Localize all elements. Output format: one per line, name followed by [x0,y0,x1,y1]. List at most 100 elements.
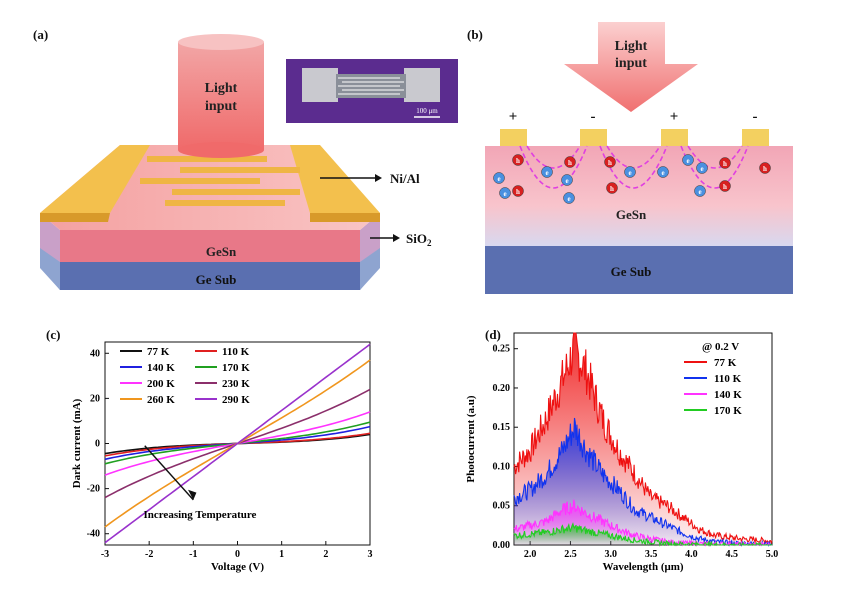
carrier-symbol-15: h [723,183,727,191]
gesn-layer [60,230,360,262]
scale-bar-label: 100 μm [416,107,438,115]
carrier-symbol-8: h [608,159,612,167]
series-fill-170k [514,523,772,545]
y-tick-label-d: 0.10 [493,461,511,472]
x-tick-label: -3 [101,549,109,560]
device-3d-schematic: Light input GeSn Ge Sub Ni/Al SiO2 100 μm [40,34,458,290]
right-contact-pad [290,145,380,213]
ni-al-label: Ni/Al [390,171,420,186]
panel-a: Light input GeSn Ge Sub Ni/Al SiO2 100 μm… [0,0,470,310]
carrier-symbol-1: h [516,157,520,165]
y-axis-label: Dark current (mA) [71,398,83,488]
hole-8 [604,156,616,168]
panel-a-label: (a) [33,27,49,42]
x-tick-label-d: 3.5 [645,549,658,560]
carrier-symbol-14: e [700,165,703,173]
ge-sub-region [485,246,793,294]
temperature-arrowhead [188,489,197,500]
hole-15 [719,180,731,192]
x-tick-label-d: 2.5 [564,549,577,560]
series-line-290k [104,343,371,544]
electrodes [500,129,769,146]
panel-c-label: (c) [46,327,61,342]
electron-9 [624,166,636,178]
legend-label: 230 K [222,378,250,390]
sio2-label: SiO2 [406,231,432,248]
x-tick-label: 2 [323,549,328,560]
hole-4 [564,156,576,168]
hole-10 [606,182,618,194]
x-axis-label-d: Wavelength (μm) [602,561,683,573]
legend-label: 140 K [147,362,175,374]
panel-d-label: (d) [485,327,501,342]
carrier-symbol-3: e [545,169,548,177]
carrier-schematic: Light input GeSn Ge Sub + - + - eheeheheh… [485,22,793,294]
hole-13 [719,157,731,169]
legend-label: 170 K [222,362,250,374]
y-axis-label-d: Photocurrent (a.u) [465,395,477,483]
x-tick-label-d: 4.5 [725,549,738,560]
legend-label-d: 140 K [714,389,742,401]
device-micrograph-inset: 100 μm [286,59,458,123]
x-tick-label: 3 [368,549,373,560]
carrier-symbol-7: e [567,195,570,203]
y-tick-label-d: 0.20 [493,383,511,394]
dark-current-chart: -3 -2 -1 0 1 2 3 -40 -20 0 20 40 Voltage (V) Dark cur… [71,341,373,573]
hole-6 [512,185,524,197]
x-tick-label-d: 2.0 [524,549,537,560]
gesn-label-a: GeSn [206,244,237,259]
x-axis-label: Voltage (V) [211,561,264,573]
y-tick-label-d: 0.25 [493,344,511,355]
x-tick-label-d: 5.0 [766,549,779,560]
carrier-symbol-11: e [661,169,664,177]
light-input-label-a: Light input [205,81,238,114]
electrode-sign-1: + [509,109,518,125]
x-tick-label: -1 [189,549,197,560]
light-input-label-b: Light input [615,39,648,71]
carrier-symbol-9: e [628,169,631,177]
legend-label: 290 K [222,394,250,406]
legend-label: 200 K [147,378,175,390]
electron-7 [563,192,575,204]
electron-0 [493,172,505,184]
x-tick-label: 1 [279,549,284,560]
carrier-symbol-5: e [565,177,568,185]
y-tick-label-d: 0.15 [493,422,511,433]
electron-5 [561,174,573,186]
carrier-symbol-17: h [763,165,767,173]
y-tick-label: -40 [87,529,100,540]
x-tick-label-d: 4.0 [685,549,698,560]
y-tick-label-d: 0.00 [493,540,511,551]
x-tick-label: 0 [235,549,240,560]
electron-12 [682,154,694,166]
y-tick-label-d: 0.05 [493,501,511,512]
carrier-symbol-2: e [503,190,506,198]
y-tick-label: -20 [87,484,100,495]
carrier-symbol-12: e [686,157,689,165]
x-tick-label: -2 [145,549,153,560]
electron-3 [541,166,553,178]
y-tick-label: 0 [95,439,100,450]
series-line-140k [513,499,772,548]
hole-17 [759,162,771,174]
x-tick-label-d: 3.0 [605,549,618,560]
bias-label: @ 0.2 V [702,341,739,353]
panel-c: -3 -2 -1 0 1 2 3 -40 -20 0 20 40 Voltage (V) Dark cur… [0,310,430,598]
legend-label: 260 K [147,394,175,406]
electron-16 [694,185,706,197]
left-contact-pad [40,145,150,213]
ge-sub-label-b: Ge Sub [611,264,652,279]
series-line-77k [513,332,773,545]
y-tick-label: 40 [90,348,100,359]
interdigitated-fingers [140,156,300,206]
electron-14 [696,162,708,174]
temperature-arrow [144,445,194,501]
gesn-label-b: GeSn [616,207,647,222]
y-tick-label: 20 [90,393,100,404]
light-arrow [564,22,698,112]
carrier-symbol-10: h [610,185,614,193]
electron-11 [657,166,669,178]
panel-d: 2.0 2.5 3.0 3.5 4.0 4.5 5.0 0.00 0.05 0.10 0.15 0.2… [430,310,849,598]
